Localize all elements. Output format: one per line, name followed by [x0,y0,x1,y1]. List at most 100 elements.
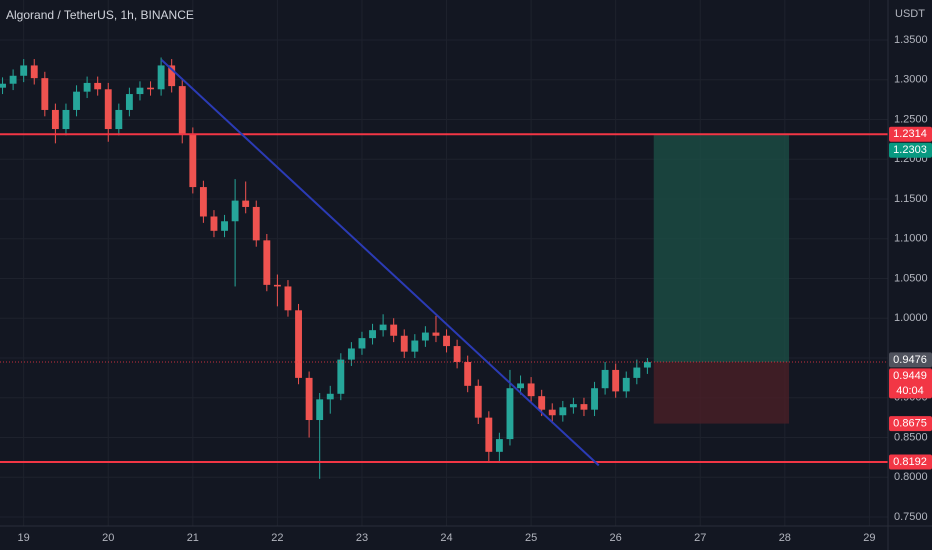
price-label-bg [889,352,932,368]
candle-body [199,187,207,217]
price-label-bg [889,142,932,158]
x-tick-label: 27 [694,532,706,544]
x-tick-label: 19 [18,532,30,544]
candle-body [252,206,260,241]
stop-zone [653,362,790,424]
candle-body [115,109,123,130]
candle-body [453,346,461,362]
candle-body [62,109,70,130]
price-label-bg [889,368,932,399]
candle-body [231,200,239,222]
candle-body [390,324,398,336]
candle-body [221,221,228,231]
candle-body [464,361,472,386]
x-tick-label: 28 [779,532,791,544]
candle-body [284,286,292,311]
candle-body [358,338,366,349]
x-tick-label: 22 [271,532,283,544]
price-label-bg [889,416,932,432]
candle-body [157,65,165,90]
candle-body [400,335,408,352]
candle-body [548,409,556,416]
candle-body [443,335,450,347]
candle-body [305,377,313,421]
candle-body [337,359,345,394]
candle-body [559,407,567,416]
x-tick-label: 23 [356,532,368,544]
x-tick-label: 29 [863,532,875,544]
x-tick-label: 26 [610,532,622,544]
candle-body [168,65,176,87]
candle-body [506,388,514,440]
candle-body [41,78,49,110]
candle-body [83,82,91,92]
y-tick-label: 1.3000 [894,74,928,86]
chart-title: Algorand / TetherUS, 1h, BINANCE [6,8,194,22]
trend-line [160,59,600,467]
candle-body [210,216,218,231]
candle-body [411,340,419,352]
price-label: 1.2303 [893,144,927,156]
candle-body [601,369,609,389]
candle-body [591,388,598,410]
price-label: 1.2314 [893,128,927,140]
y-tick-label: 0.7500 [894,511,928,523]
candle-body [580,404,588,410]
candle-body [527,383,535,397]
price-label-bg [889,126,932,142]
candle-body [51,109,59,130]
candle-body [178,86,186,134]
candle-body [273,284,281,287]
x-tick-label: 24 [440,532,452,544]
candle-body [495,439,503,452]
candle-body [316,399,324,421]
candle-body [421,332,429,341]
candle-body [136,87,144,95]
candle-body [104,89,112,130]
candle-body [326,393,334,400]
y-tick-label: 0.8500 [894,431,928,443]
candle-body [263,240,271,285]
candle-body [0,83,6,88]
price-label: 0.8192 [893,456,927,468]
candle-body [9,75,17,84]
candle-body [242,200,250,207]
candle-body [569,404,577,408]
countdown: 40:04 [896,385,924,397]
y-tick-label: 0.8000 [894,471,928,483]
candle-body [30,65,38,79]
price-label: 0.9476 [893,354,927,366]
candle-body [633,367,641,378]
candle-body [73,91,80,110]
candle-body [612,369,620,392]
y-tick-label: 1.0000 [894,312,928,324]
candle-body [538,396,546,410]
x-tick-label: 25 [525,532,537,544]
candle-body [517,383,524,389]
candle-body [643,362,651,368]
y-tick-label: 1.1000 [894,233,928,245]
candle-body [485,417,493,452]
y-tick-label: 1.3500 [894,34,928,46]
candle-body [147,87,154,90]
candle-body [125,94,133,110]
candle-body [474,385,482,418]
y-axis-label: USDT [895,8,925,20]
x-tick-label: 20 [102,532,114,544]
candle-body [20,65,28,76]
candle-body [347,348,355,360]
candle-body [94,82,102,90]
y-tick-label: 1.1500 [894,193,928,205]
candle-body [189,133,197,188]
price-label: 0.9449 [893,370,927,382]
candle-body [622,377,630,392]
y-tick-label: 1.0500 [894,272,928,284]
target-zone [653,135,790,363]
price-label: 0.8675 [893,418,927,430]
candle-body [295,310,302,378]
x-tick-label: 21 [187,532,199,544]
y-tick-label: 1.2500 [894,113,928,125]
candle-body [379,324,387,331]
candle-body [369,330,376,339]
